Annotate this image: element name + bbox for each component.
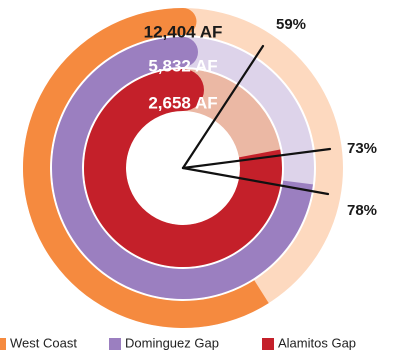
legend-swatch-1 [0,338,6,350]
legend-swatch-2 [109,338,121,350]
ring-bar-3 [83,69,282,267]
pointer-line-3 [181,166,330,196]
legend-swatch-3 [262,338,274,350]
pointer-line-2 [181,147,332,170]
amount-label-3: 2,658 AF [148,93,217,112]
amount-label-2: 5,832 AF [148,56,217,75]
pointer-line-1 [181,44,265,170]
percent-label-3: 78% [347,202,377,219]
percent-label-1: 59% [276,16,306,33]
legend-label-1: West Coast [10,335,77,350]
legend-label-3: Alamitos Gap [278,335,356,350]
ring-bar-1 [23,8,269,328]
legend-label-2: Dominguez Gap [125,335,219,350]
amount-label-1: 12,404 AF [144,22,223,41]
percent-label-2: 73% [347,140,377,157]
